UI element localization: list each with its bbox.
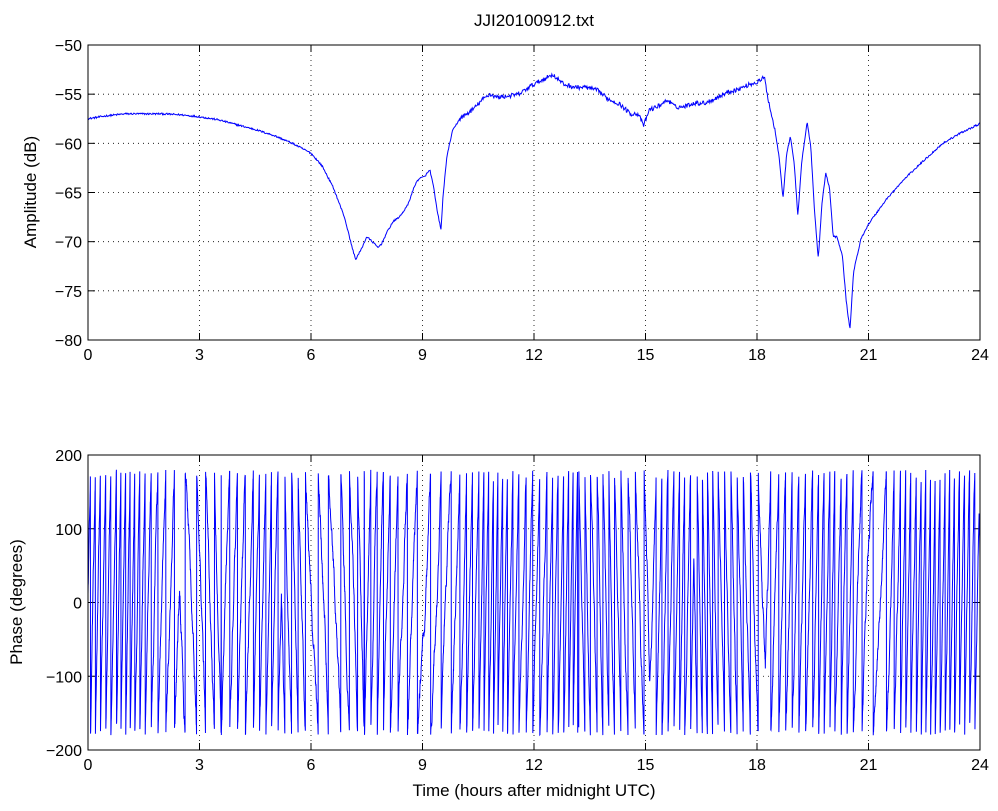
amplitude-grid	[88, 45, 980, 340]
phase-y-tick-label: 200	[55, 448, 82, 465]
amplitude-series-line	[87, 72, 981, 329]
amplitude-tick-labels: 0 3 6 9 12 15 18 21 24 −80 −75 −70 −65 −60 −55 −50	[55, 38, 989, 364]
phase-x-tick-label: 18	[748, 757, 766, 774]
amplitude-x-tick-label: 12	[525, 347, 543, 364]
phase-axes-box	[87, 454, 981, 751]
phase-y-tick-label: 0	[73, 596, 82, 613]
amplitude-y-tick-label: −75	[55, 284, 82, 301]
amplitude-series	[87, 72, 981, 329]
phase-x-tick-label: 3	[195, 757, 204, 774]
phase-x-tick-label: 0	[84, 757, 93, 774]
amplitude-y-axis-label: Amplitude (dB)	[21, 136, 40, 248]
amplitude-y-tick-label: −55	[55, 87, 82, 104]
phase-series-line	[87, 469, 981, 737]
amplitude-axes-box	[87, 44, 981, 341]
amplitude-y-tick-label: −80	[55, 333, 82, 350]
amplitude-panel: 0 3 6 9 12 15 18 21 24 −80 −75 −70 −65 −60 −55 −50 JJI2…	[21, 11, 989, 364]
amplitude-x-tick-label: 0	[84, 347, 93, 364]
amplitude-x-tick-label: 24	[971, 347, 989, 364]
amplitude-x-tick-label: 3	[195, 347, 204, 364]
phase-y-tick-label: −200	[46, 743, 82, 760]
amplitude-x-tick-label: 21	[860, 347, 878, 364]
amplitude-x-tick-label: 6	[307, 347, 316, 364]
phase-tick-labels: 0 3 6 9 12 15 18 21 24 −200 −100 0 100 200	[46, 448, 989, 774]
amplitude-x-tick-label: 18	[748, 347, 766, 364]
phase-x-tick-label: 12	[525, 757, 543, 774]
phase-y-axis-label: Phase (degrees)	[7, 539, 26, 665]
phase-x-tick-label: 15	[637, 757, 655, 774]
amplitude-x-tick-label: 15	[637, 347, 655, 364]
amplitude-y-tick-label: −70	[55, 235, 82, 252]
phase-x-tick-label: 6	[307, 757, 316, 774]
phase-x-tick-label: 24	[971, 757, 989, 774]
phase-panel: 0 3 6 9 12 15 18 21 24 −200 −100 0 100 200 Time (hour…	[7, 448, 989, 800]
phase-x-tick-label: 9	[418, 757, 427, 774]
amplitude-x-tick-label: 9	[418, 347, 427, 364]
phase-y-tick-label: −100	[46, 669, 82, 686]
amplitude-chart-title: JJI20100912.txt	[474, 11, 594, 30]
phase-series	[87, 469, 981, 737]
amplitude-y-tick-label: −65	[55, 186, 82, 203]
amplitude-y-tick-label: −60	[55, 136, 82, 153]
phase-y-tick-label: 100	[55, 522, 82, 539]
phase-x-axis-label: Time (hours after midnight UTC)	[412, 781, 655, 800]
amplitude-y-tick-label: −50	[55, 38, 82, 55]
phase-x-tick-label: 21	[860, 757, 878, 774]
